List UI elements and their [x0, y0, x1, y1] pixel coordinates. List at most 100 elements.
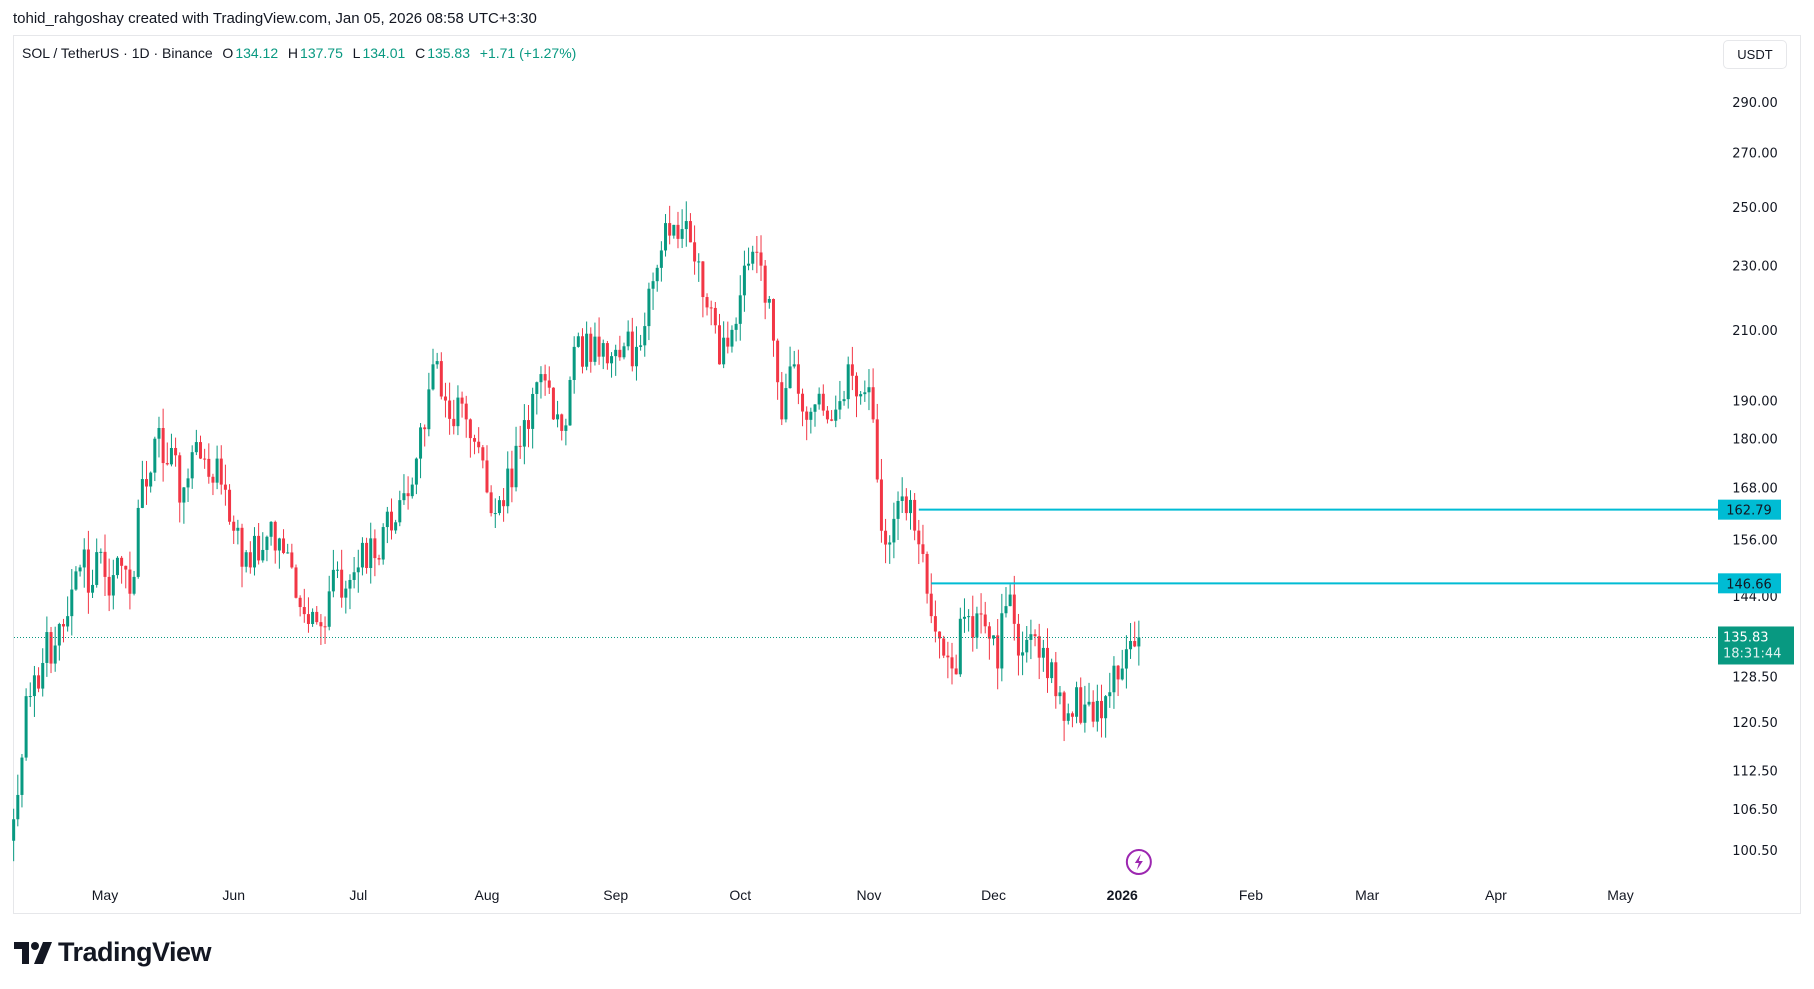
candle-body [194, 442, 198, 453]
candle-body [693, 242, 697, 262]
candle-body [228, 489, 232, 522]
price-axis-label: 156.00 [1732, 534, 1778, 549]
candle-body [136, 507, 140, 577]
tradingview-logo[interactable]: TradingView [14, 937, 212, 968]
candle-body [61, 624, 65, 627]
candle-body [572, 346, 576, 380]
candle-body [626, 331, 630, 347]
candle-body [1037, 636, 1041, 658]
candle-body [518, 445, 522, 447]
candle-body [817, 393, 821, 405]
candle-body [448, 400, 452, 419]
candle-body [1041, 647, 1045, 658]
candle-body [348, 579, 352, 589]
candle-body [580, 336, 584, 367]
candle-body [1070, 713, 1074, 717]
candle-body [651, 281, 655, 289]
candle-body [182, 487, 186, 503]
candle-body [252, 535, 256, 568]
candle-body [107, 576, 111, 596]
candle-body [336, 569, 340, 571]
candle-body [1137, 637, 1141, 647]
candle-body [900, 496, 904, 501]
candle-body [547, 380, 551, 388]
candle-body [992, 635, 996, 639]
level-price-tag [1718, 499, 1781, 520]
currency-button[interactable]: USDT [1723, 40, 1787, 69]
candle-body [153, 438, 157, 473]
candle-body [842, 399, 846, 402]
last-price-tag [1718, 626, 1794, 665]
candle-body [286, 552, 290, 554]
candle-body [726, 337, 730, 347]
candle-body [340, 569, 344, 598]
candle-body [825, 410, 829, 420]
candle-body [373, 538, 377, 559]
candle-body [169, 447, 173, 465]
candle-body [738, 295, 742, 324]
candle-body [763, 265, 767, 303]
candle-body [717, 325, 721, 365]
candle-body [971, 616, 975, 638]
candle-body [406, 493, 410, 497]
time-axis-label: Oct [729, 887, 751, 903]
candle-body [223, 484, 227, 490]
candle-body [190, 452, 194, 479]
candle-body [634, 346, 638, 367]
candle-body [838, 401, 842, 410]
candle-body [639, 345, 643, 347]
candle-body [128, 569, 132, 594]
candle-body [111, 575, 115, 596]
candle-body [1054, 662, 1058, 697]
time-axis-label: Apr [1485, 887, 1507, 903]
candle-body [1095, 700, 1099, 722]
candle-body [938, 631, 942, 639]
time-axis-label: Aug [475, 887, 500, 903]
candle-body [248, 552, 252, 568]
candle-body [560, 414, 564, 431]
candle-body [506, 468, 510, 507]
chart-frame[interactable] [13, 35, 1801, 914]
candle-body [443, 396, 447, 401]
candle-body [1033, 634, 1037, 637]
candle-body [497, 500, 501, 514]
symbol-title[interactable]: SOL / TetherUS · 1D · Binance [22, 45, 213, 61]
candle-body [1108, 692, 1112, 697]
candle-body [859, 394, 863, 397]
candle-body [801, 393, 805, 412]
candle-body [78, 567, 82, 572]
candle-body [327, 591, 331, 627]
low-value: 134.01 [362, 45, 406, 61]
candle-body [850, 364, 854, 376]
candle-body [427, 389, 431, 430]
candle-body [265, 536, 269, 550]
price-axis-label: 230.00 [1732, 260, 1778, 275]
level-price-label: 146.66 [1726, 577, 1772, 592]
candle-body [659, 250, 663, 268]
candle-body [921, 544, 925, 554]
lightning-icon [1134, 854, 1143, 870]
candle-body [207, 458, 211, 477]
candle-body [568, 379, 572, 426]
candle-body [120, 557, 124, 566]
candle-body [290, 552, 294, 568]
candle-body [282, 538, 286, 553]
candle-body [356, 567, 360, 573]
candle-body [261, 549, 265, 561]
candle-body [1116, 665, 1120, 680]
price-axis-label: 100.50 [1732, 844, 1778, 859]
candle-body [37, 675, 41, 689]
candle-body [323, 626, 327, 628]
candle-body [389, 511, 393, 531]
candle-body [157, 427, 161, 439]
candle-body [360, 542, 364, 568]
candle-body [1120, 668, 1124, 680]
candle-body [394, 522, 398, 531]
candle-body [556, 414, 560, 420]
candle-body [747, 263, 751, 266]
candle-body [398, 500, 402, 523]
candle-body [643, 326, 647, 346]
candle-body [809, 411, 813, 420]
candle-body [1066, 713, 1070, 721]
